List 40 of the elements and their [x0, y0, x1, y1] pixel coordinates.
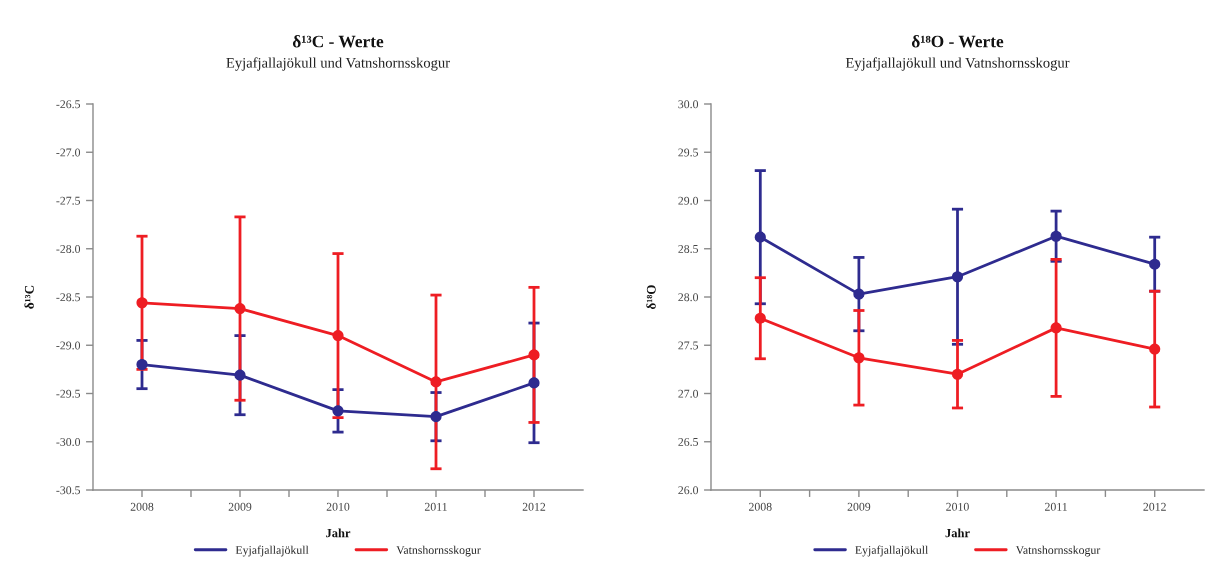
y-axis-title: δ¹³C [24, 285, 34, 309]
chart-subtitle: Eyjafjallajökull und Vatnshornsskogur [226, 57, 450, 71]
x-tick-label: 2010 [326, 502, 350, 511]
x-axis-title: Jahr [945, 528, 970, 538]
legend-label: Eyjafjallajökull [855, 545, 929, 557]
y-tick-label: -30.5 [56, 486, 81, 495]
y-tick-label: 27.5 [678, 341, 699, 350]
x-tick-label: 2010 [946, 502, 969, 511]
x-tick-label: 2011 [424, 502, 447, 511]
y-tick-label: 26.0 [678, 486, 699, 495]
x-tick-label: 2008 [130, 502, 154, 511]
y-tick-label: 28.5 [678, 245, 699, 254]
y-tick-label: 26.5 [678, 438, 699, 447]
y-tick-label: -27.0 [56, 148, 81, 157]
chart-title: δ¹⁸O - Werte [911, 35, 1004, 48]
x-axis-title: Jahr [326, 528, 351, 538]
x-tick-label: 2009 [847, 502, 871, 511]
y-tick-label: 28.0 [678, 293, 699, 302]
y-tick-label: -28.5 [56, 293, 81, 302]
y-tick-label: -29.0 [56, 341, 81, 350]
x-tick-label: 2011 [1045, 502, 1067, 511]
y-tick-label: -27.5 [56, 196, 81, 205]
legend-label: Eyjafjallajökull [235, 545, 309, 557]
y-tick-label: -30.0 [56, 438, 81, 447]
y-tick-label: -28.0 [56, 245, 81, 254]
chart-subtitle: Eyjafjallajökull und Vatnshornsskogur [845, 57, 1070, 71]
x-tick-label: 2012 [1143, 502, 1166, 511]
x-tick-label: 2009 [228, 502, 252, 511]
legend-label: Vatnshornsskogur [1015, 545, 1101, 557]
y-axis-title: δ¹⁸O [646, 285, 656, 310]
chart-title: δ¹³C - Werte [292, 35, 384, 48]
y-tick-label: -29.5 [56, 389, 81, 398]
legend-label: Vatnshornsskogur [396, 545, 481, 557]
y-tick-label: 30.0 [678, 100, 699, 109]
y-tick-label: 27.0 [678, 389, 699, 398]
x-tick-label: 2008 [749, 502, 772, 511]
x-tick-label: 2012 [522, 502, 546, 511]
y-tick-label: 29.5 [678, 148, 699, 157]
y-tick-label: 29.0 [678, 196, 699, 205]
y-tick-label: -26.5 [56, 100, 81, 109]
